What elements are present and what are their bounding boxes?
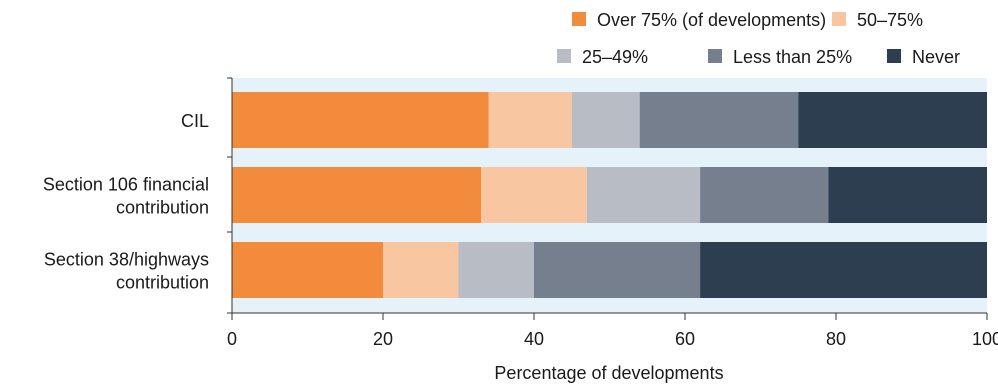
bar-segment-3-2	[383, 242, 459, 298]
legend-label-2: 50–75%	[857, 10, 923, 30]
bar-segment-3-4	[534, 242, 701, 298]
bar-segment-1-2	[488, 92, 572, 148]
legend-label-5: Never	[912, 47, 960, 67]
bar-segment-1-4	[639, 92, 799, 148]
bar-segment-2-4	[700, 167, 829, 223]
category-label: contribution	[116, 198, 209, 218]
x-tick-label: 80	[826, 329, 846, 349]
legend-label-4: Less than 25%	[733, 47, 852, 67]
bar-segment-2-3	[586, 167, 701, 223]
x-tick-label: 20	[373, 329, 393, 349]
category-label: CIL	[181, 111, 209, 131]
legend-label-3: 25–49%	[582, 47, 648, 67]
bar-segment-3-3	[458, 242, 534, 298]
legend-label-1: Over 75% (of developments)	[597, 10, 826, 30]
bar-segment-2-5	[828, 167, 987, 223]
legend-swatch-4	[708, 49, 722, 63]
bar-segment-1-1	[232, 92, 489, 148]
x-tick-label: 40	[524, 329, 544, 349]
legend-swatch-1	[572, 12, 586, 26]
bar-segment-2-1	[232, 167, 482, 223]
bar-segment-1-3	[571, 92, 640, 148]
legend-swatch-5	[887, 49, 901, 63]
bar-segment-3-5	[700, 242, 987, 298]
category-label: Section 38/highways	[44, 250, 209, 270]
x-tick-label: 60	[675, 329, 695, 349]
x-axis-title: Percentage of developments	[494, 363, 723, 383]
x-tick-label: 0	[227, 329, 237, 349]
legend-swatch-2	[832, 12, 846, 26]
x-tick-label: 100	[972, 329, 998, 349]
bar-segment-1-5	[798, 92, 987, 148]
category-label: Section 106 financial	[43, 175, 209, 195]
bar-segment-2-2	[481, 167, 587, 223]
legend-swatch-3	[557, 49, 571, 63]
bar-segment-3-1	[232, 242, 383, 298]
category-label: contribution	[116, 273, 209, 293]
